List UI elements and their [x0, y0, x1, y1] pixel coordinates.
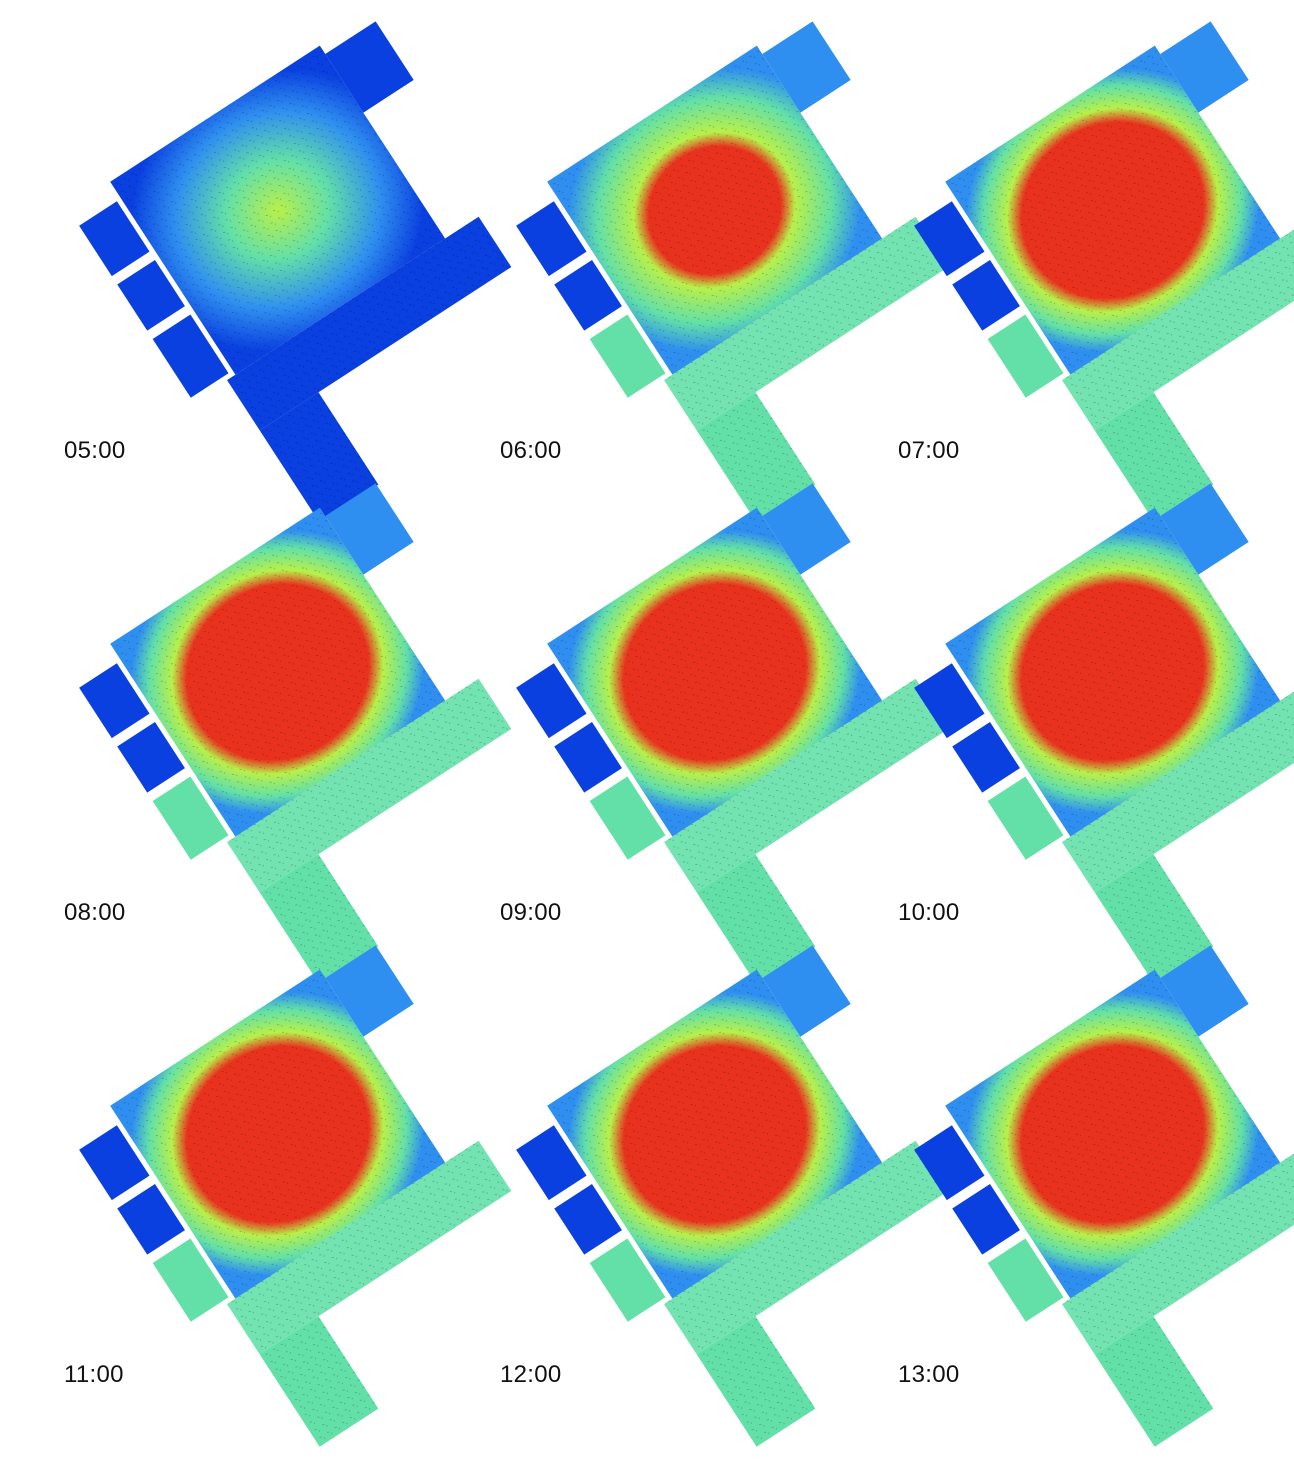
time-label-1200: 12:00 — [500, 1361, 562, 1388]
heatmap-panel-1300 — [914, 944, 1294, 1447]
floorplan-shape — [79, 483, 512, 985]
floorplan-shape — [516, 21, 949, 523]
heatmap-panel-0700 — [914, 20, 1294, 523]
floorplan-shape — [79, 945, 512, 1447]
heatmap-panel-0500 — [79, 20, 512, 523]
floorplan-heatmap — [516, 945, 949, 1447]
heatmap-panel-0600 — [516, 20, 949, 523]
time-label-1300: 13:00 — [898, 1361, 960, 1388]
time-label-0900: 09:00 — [500, 899, 562, 926]
floorplan-heatmap — [914, 21, 1294, 523]
floorplan-heatmap — [516, 483, 949, 985]
time-label-0600: 06:00 — [500, 437, 562, 464]
heatmap-panel-1200 — [516, 944, 949, 1447]
floorplan-shape — [79, 21, 512, 523]
floorplan-shape — [914, 21, 1294, 523]
floorplan-heatmap — [79, 483, 512, 985]
time-label-1100: 11:00 — [64, 1361, 124, 1388]
time-label-0700: 07:00 — [898, 437, 960, 464]
floorplan-shape — [516, 483, 949, 985]
floorplan-heatmap — [79, 21, 512, 523]
floorplan-shape — [914, 945, 1294, 1447]
floorplan-shape — [516, 945, 949, 1447]
time-label-0500: 05:00 — [64, 437, 126, 464]
time-label-0800: 08:00 — [64, 899, 126, 926]
floorplan-heatmap — [79, 945, 512, 1447]
time-label-1000: 10:00 — [898, 899, 960, 926]
heatmap-panel-1100 — [79, 944, 512, 1447]
floorplan-shape — [914, 483, 1294, 985]
floorplan-heatmap — [914, 483, 1294, 985]
heatmap-panel-0900 — [516, 482, 949, 985]
floorplan-heatmap — [516, 21, 949, 523]
floorplan-heatmap — [914, 945, 1294, 1447]
heatmap-panel-0800 — [79, 482, 512, 985]
heatmap-panel-1000 — [914, 482, 1294, 985]
